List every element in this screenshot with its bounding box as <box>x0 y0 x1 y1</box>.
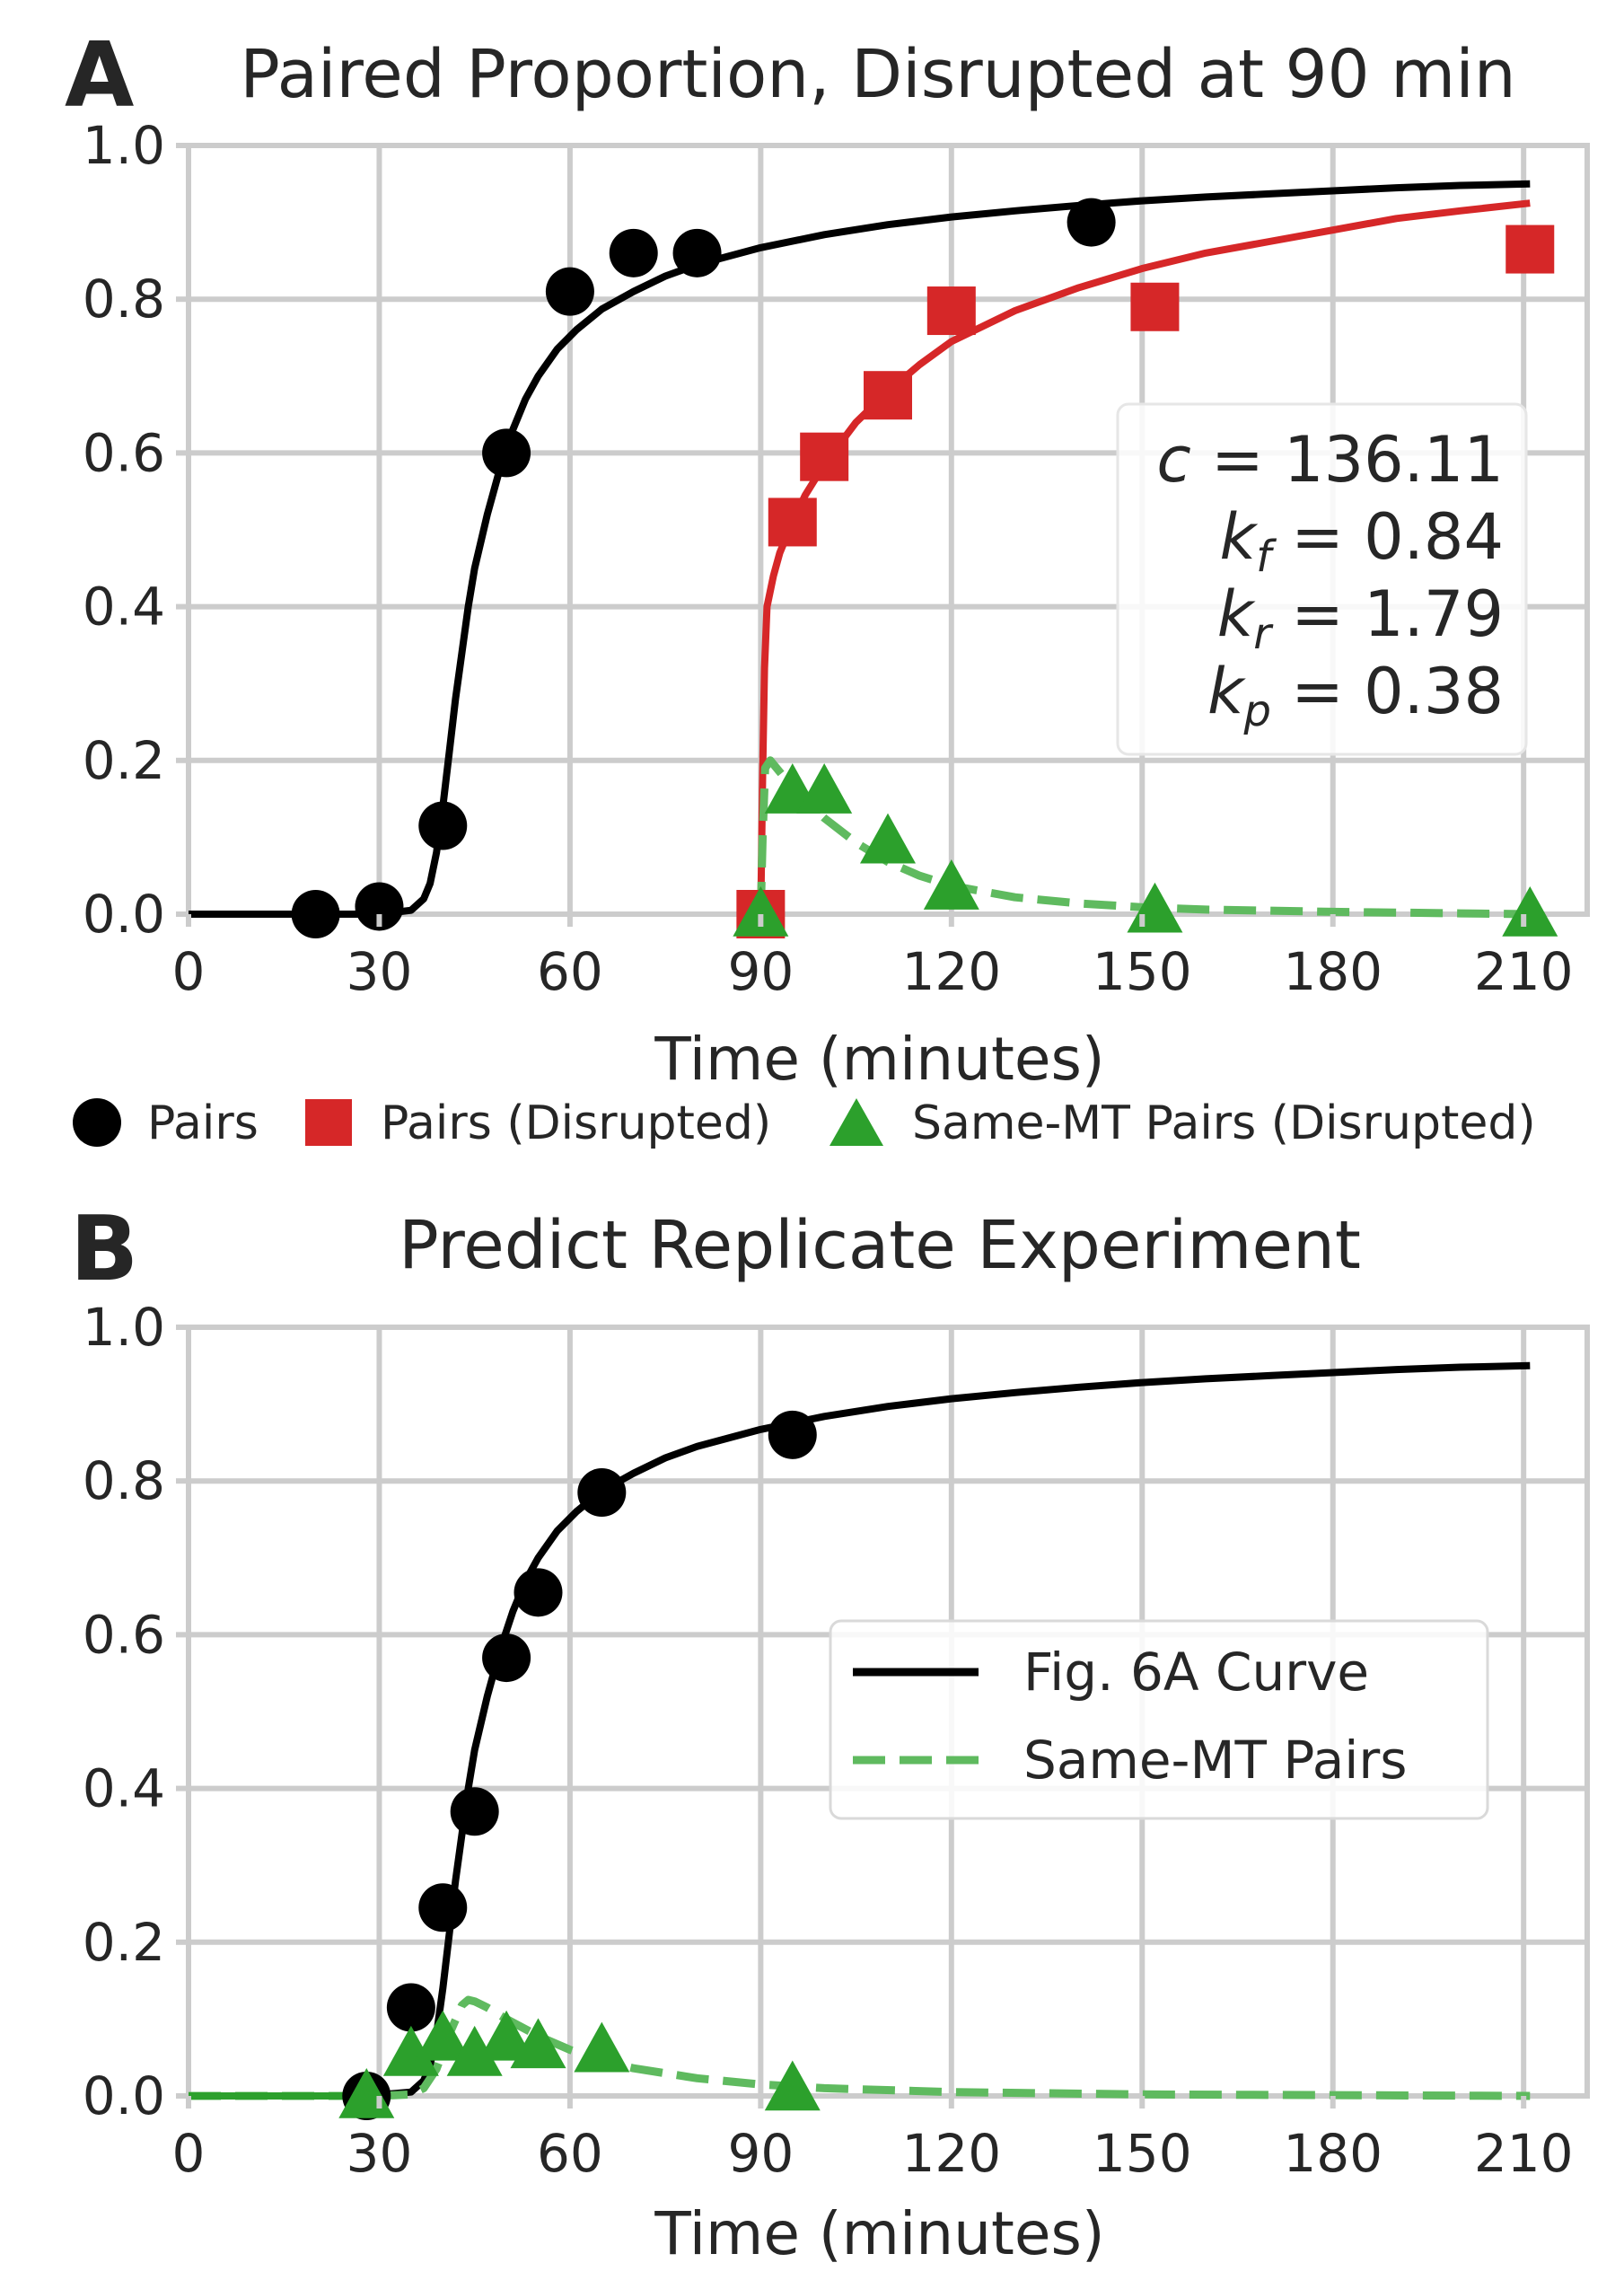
x-tick-label: 90 <box>727 2123 794 2184</box>
panel-b-legend: Fig. 6A Curve Same-MT Pairs <box>829 1619 1489 1820</box>
x-tick-label: 210 <box>1474 941 1574 1002</box>
data-point-triangle <box>382 2025 439 2076</box>
data-point-triangle <box>446 2025 503 2076</box>
legend-pairs-disrupted-label: Pairs (Disrupted) <box>381 1096 771 1150</box>
legend-same-mt-disrupted-marker <box>830 1098 883 1146</box>
x-tick-label: 60 <box>537 941 603 1002</box>
panel-a-points <box>291 198 1558 938</box>
data-point-square <box>864 371 912 420</box>
y-tick-label: 0.8 <box>83 269 165 330</box>
data-point-square <box>768 497 817 547</box>
x-tick-label: 150 <box>1093 941 1192 1002</box>
panel-a-xlabel: Time (minutes) <box>654 1025 1104 1094</box>
data-point-circle <box>482 428 531 478</box>
panel-a-tick-labels: 0 30 60 90 120 150 180 210 0.0 0.2 0.4 0.6 0.8 1.0 <box>83 115 1574 1002</box>
panel-a-param-box: c = 136.11 kf = 0.84 kr = 1.79 kp = 0.38 <box>1116 402 1528 756</box>
data-point-triangle <box>733 886 789 937</box>
data-point-circle <box>768 1410 817 1459</box>
data-point-triangle <box>923 859 979 910</box>
data-point-square <box>800 432 849 481</box>
data-point-triangle <box>510 2018 566 2069</box>
x-tick-label: 120 <box>901 2123 1001 2184</box>
data-point-circle <box>386 1983 435 2032</box>
axes-frame <box>186 1325 1590 2099</box>
panel-a-letter: A <box>65 22 134 128</box>
x-tick-label: 0 <box>172 941 206 1002</box>
data-point-triangle <box>1502 886 1558 937</box>
data-point-square <box>1505 224 1555 274</box>
data-point-circle <box>418 801 468 850</box>
data-point-circle <box>291 890 340 938</box>
data-point-circle <box>545 267 594 316</box>
param-kp: kp = 0.38 <box>1207 655 1504 736</box>
data-point-circle <box>609 228 658 277</box>
data-point-triangle <box>478 2010 535 2061</box>
y-tick-label: 0.6 <box>83 1604 165 1665</box>
y-tick-label: 0.8 <box>83 1450 165 1511</box>
data-point-triangle <box>764 2060 821 2111</box>
x-tick-label: 60 <box>537 2123 603 2184</box>
x-tick-label: 120 <box>901 941 1001 1002</box>
x-tick-label: 180 <box>1283 941 1383 1002</box>
x-tick-label: 180 <box>1283 2123 1383 2184</box>
panel-b-points <box>338 1410 821 2120</box>
legend-same-mt-pairs-label: Same-MT Pairs <box>1023 1730 1407 1791</box>
legend-pairs-marker <box>73 1098 121 1147</box>
y-tick-label: 0.4 <box>83 1758 165 1819</box>
panel-b-tick-labels: 0 30 60 90 120 150 180 210 0.0 0.2 0.4 0.6 0.8 1.0 <box>83 1297 1574 2184</box>
x-tick-label: 150 <box>1093 2123 1192 2184</box>
x-tick-label: 90 <box>727 941 794 1002</box>
data-point-circle <box>514 1568 563 1617</box>
y-tick-label: 1.0 <box>83 115 165 176</box>
data-point-square <box>1130 282 1180 331</box>
panel-b-xlabel: Time (minutes) <box>654 2199 1104 2268</box>
data-point-circle <box>355 882 404 931</box>
legend-fig6a-curve-label: Fig. 6A Curve <box>1023 1642 1369 1703</box>
series-line-3 <box>189 180 1531 918</box>
x-tick-label: 30 <box>347 941 413 1002</box>
data-point-circle <box>577 1468 627 1518</box>
data-point-triangle <box>415 2010 471 2061</box>
legend-pairs-label: Pairs <box>147 1096 259 1150</box>
y-tick-label: 0.0 <box>83 2065 165 2126</box>
x-tick-label: 210 <box>1474 2123 1574 2184</box>
param-c: c = 136.11 <box>1156 423 1504 497</box>
y-tick-label: 0.2 <box>83 730 165 791</box>
data-point-square <box>926 286 976 336</box>
data-point-circle <box>1067 198 1116 247</box>
x-tick-label: 30 <box>347 2123 413 2184</box>
data-point-circle <box>418 1883 468 1932</box>
data-point-triangle <box>796 763 853 814</box>
y-tick-label: 0.6 <box>83 422 165 483</box>
y-tick-label: 0.4 <box>83 577 165 638</box>
panel-a-legend: Pairs Pairs (Disrupted) Same-MT Pairs (D… <box>73 1096 1536 1150</box>
series-line-3 <box>189 1995 1531 2100</box>
data-point-triangle <box>860 813 916 864</box>
legend-pairs-disrupted-marker <box>305 1099 352 1146</box>
x-tick-label: 0 <box>172 2123 206 2184</box>
y-tick-label: 0.2 <box>83 1912 165 1973</box>
panel-a-title: Paired Proportion, Disrupted at 90 min <box>240 36 1515 113</box>
panel-b-lines <box>189 1361 1531 2100</box>
panel-b-letter: B <box>70 1196 138 1301</box>
panel-b-title: Predict Replicate Experiment <box>399 1207 1361 1284</box>
data-point-triangle <box>574 2021 630 2073</box>
param-kr: kr = 1.79 <box>1217 577 1504 659</box>
y-tick-label: 1.0 <box>83 1297 165 1358</box>
data-point-circle <box>482 1633 531 1683</box>
series-line-2 <box>189 1361 1531 2100</box>
y-tick-label: 0.0 <box>83 884 165 945</box>
axes-frame <box>186 143 1590 917</box>
param-kf: kf = 0.84 <box>1220 500 1504 582</box>
data-point-circle <box>450 1787 499 1836</box>
data-point-circle <box>672 228 722 277</box>
legend-same-mt-disrupted-label: Same-MT Pairs (Disrupted) <box>912 1096 1536 1150</box>
